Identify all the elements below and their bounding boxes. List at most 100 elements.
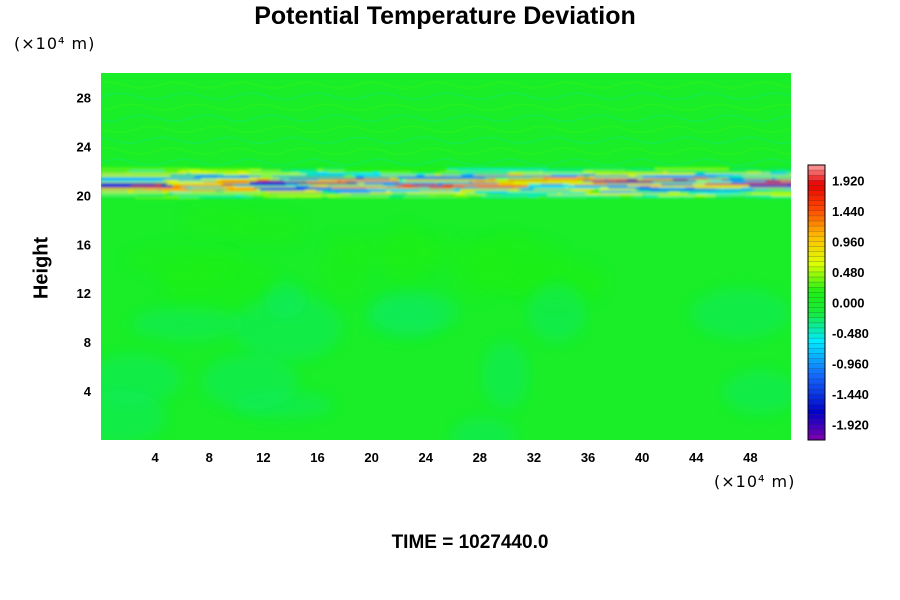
- colorbar-segment: [808, 363, 825, 370]
- band-streak: [473, 173, 552, 177]
- colorbar-segment: [808, 210, 825, 217]
- colorbar-segment: [808, 373, 825, 380]
- plot-area: [101, 73, 791, 440]
- colorbar-segment: [808, 231, 825, 237]
- colorbar-segment: [808, 409, 825, 415]
- band-streak: [165, 177, 258, 181]
- colorbar-segment: [808, 185, 825, 191]
- band-streak: [768, 187, 791, 191]
- colorbar-segment: [808, 424, 825, 431]
- colorbar-segment: [808, 261, 825, 268]
- band-streak: [397, 175, 485, 179]
- field-patch: [226, 212, 305, 244]
- colorbar-segment: [808, 175, 825, 181]
- colorbar-segment: [808, 226, 825, 232]
- colorbar-segment: [808, 170, 825, 176]
- band-streak: [712, 195, 749, 199]
- colorbar-segment: [808, 271, 825, 278]
- colorbar: 1.920 1.440 0.960 0.480 0.000 -0.480 -0.960 -1.…: [807, 164, 869, 441]
- x-tick-label: 40: [635, 450, 649, 465]
- colorbar-segment: [808, 251, 825, 257]
- wave-line: [101, 136, 791, 145]
- colorbar-segment: [808, 394, 825, 400]
- colorbar-segment: [808, 302, 825, 308]
- colorbar-segment: [808, 205, 825, 212]
- colorbar-segment: [808, 266, 825, 273]
- field-patch: [722, 370, 791, 415]
- colorbar-segment: [808, 246, 825, 252]
- field-patch: [202, 354, 297, 410]
- x-tick-label: 4: [152, 450, 160, 465]
- field-patch: [690, 288, 791, 340]
- colorbar-segment: [808, 322, 825, 329]
- band-streak: [721, 177, 744, 181]
- y-axis-unit: (×10⁴ m): [14, 34, 96, 53]
- colorbar-segment: [808, 241, 825, 247]
- x-tick-label: 44: [689, 450, 704, 465]
- colorbar-segment: [808, 383, 825, 390]
- band-streak: [767, 167, 791, 171]
- wave-line: [101, 81, 791, 90]
- colorbar-tick-label: 0.960: [832, 234, 865, 249]
- wave-line: [101, 92, 791, 101]
- colorbar-segment: [808, 434, 825, 441]
- colorbar-frame: [807, 164, 826, 441]
- field-patch: [450, 417, 517, 440]
- band-streak: [679, 189, 702, 194]
- field-patch: [101, 390, 167, 440]
- field-patch: [320, 235, 367, 300]
- y-tick-label: 20: [77, 188, 91, 203]
- colorbar-segment: [808, 343, 825, 349]
- colorbar-segment: [808, 317, 825, 324]
- colorbar-tick-label: -1.920: [832, 418, 869, 433]
- colorbar-segment: [808, 368, 825, 375]
- colorbar-tick-label: 1.440: [832, 204, 865, 219]
- field-patch: [481, 341, 529, 410]
- wave-line: [101, 103, 791, 112]
- y-tick-label: 4: [84, 384, 92, 399]
- band-streak: [322, 167, 345, 171]
- colorbar-segment: [808, 165, 825, 171]
- chart-title: Potential Temperature Deviation: [254, 2, 636, 30]
- band-streak: [250, 169, 319, 173]
- colorbar-segment: [808, 277, 825, 283]
- x-tick-label: 28: [473, 450, 487, 465]
- wave-line: [101, 158, 791, 167]
- band-streak: [555, 173, 629, 177]
- colorbar-segment: [808, 399, 825, 405]
- y-tick-label: 24: [77, 139, 92, 154]
- colorbar-segment: [808, 287, 825, 293]
- band-streak: [517, 168, 585, 172]
- field-patch: [343, 236, 438, 270]
- wave-line: [101, 125, 791, 134]
- y-tick-label: 16: [77, 237, 91, 252]
- x-tick-label: 8: [206, 450, 213, 465]
- colorbar-tick-label: 1.920: [832, 173, 865, 188]
- x-tick-label: 20: [364, 450, 378, 465]
- band-streak: [199, 167, 250, 171]
- band-streak: [716, 186, 768, 190]
- time-label: TIME = 1027440.0: [391, 532, 549, 553]
- x-tick-label: 36: [581, 450, 595, 465]
- y-axis-ticks: 4 8 12 16 20 24 28: [77, 90, 92, 399]
- colorbar-segment: [808, 378, 825, 385]
- wave-line: [101, 114, 791, 123]
- band-streak: [654, 167, 729, 171]
- colorbar-segment: [808, 256, 825, 263]
- colorbar-segment: [808, 429, 825, 436]
- colorbar-tick-label: 0.000: [832, 296, 865, 311]
- colorbar-segment: [808, 297, 825, 303]
- colorbar-segment: [808, 389, 825, 395]
- colorbar-segment: [808, 338, 825, 344]
- colorbar-tick-label: -1.440: [832, 387, 869, 402]
- colorbar-segment: [808, 282, 825, 288]
- band-streak: [707, 192, 791, 196]
- band-streak: [593, 169, 663, 173]
- field-patch: [527, 282, 586, 343]
- field-patch: [466, 238, 568, 290]
- colorbar-segment: [808, 180, 825, 186]
- x-tick-label: 16: [310, 450, 324, 465]
- x-axis-ticks: 4 8 12 16 20 24 28 32 36 40 44 48: [152, 450, 758, 465]
- field-patch: [131, 307, 244, 340]
